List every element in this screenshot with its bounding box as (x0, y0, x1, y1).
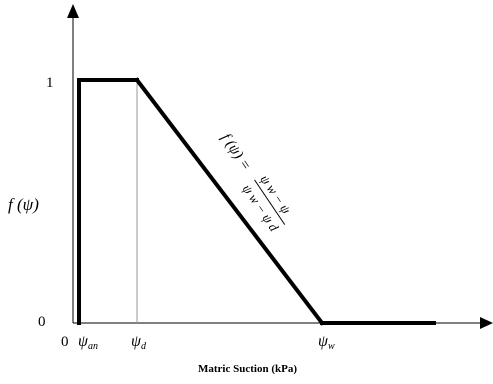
y-tick-label-1: 1 (46, 75, 54, 91)
x-tick-label-psi-w: ψw (318, 333, 335, 352)
y-axis-arrow (67, 4, 79, 18)
x-axis-label: Matric Suction (kPa) (198, 363, 297, 375)
y-axis-label: f (ψ) (8, 195, 39, 214)
x-tick-label-psi-d: ψd (131, 333, 147, 352)
y-tick-label-0: 0 (38, 314, 46, 330)
x-tick-label-psi-an: ψan (78, 333, 98, 352)
series-segment-2 (134, 77, 325, 326)
x-tick-label-origin: 0 (61, 334, 69, 350)
x-axis-arrow (480, 317, 493, 329)
formula-annotation: f (ψ) = ψ w − ψ ψ w − ψ d (218, 131, 295, 235)
formula-fraction-bar (254, 179, 286, 225)
formula-lhs: f (ψ) = (218, 131, 254, 174)
series-line (77, 77, 436, 326)
